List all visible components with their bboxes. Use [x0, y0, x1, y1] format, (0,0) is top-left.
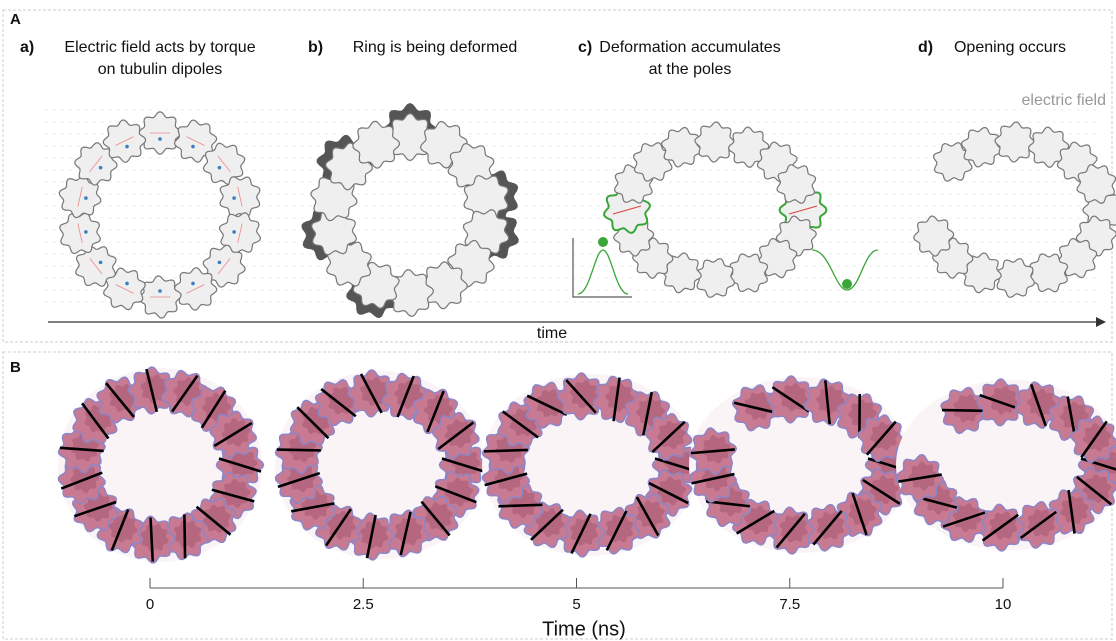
- tubulin: [353, 121, 400, 168]
- dipole-end: [191, 145, 195, 149]
- x-tick-label: 7.5: [779, 596, 800, 613]
- x-tick-label: 5: [572, 596, 580, 613]
- dipole-arrow: [184, 514, 185, 558]
- panel-title: Ring is being deformed: [353, 39, 518, 56]
- panel-letter: b): [308, 39, 323, 56]
- dipole-end: [99, 166, 103, 170]
- panel-title: Electric field acts by torque: [64, 39, 255, 56]
- dipole-end: [191, 282, 195, 286]
- panel-title: at the poles: [649, 61, 732, 78]
- panel-label: A: [10, 11, 21, 28]
- figure: A B electric field time Time (ns) a) Elec…: [0, 0, 1116, 641]
- dipole-end: [99, 261, 103, 265]
- dipole-arrow: [484, 450, 528, 451]
- dipole-end: [232, 230, 236, 234]
- dipole-end: [218, 166, 222, 170]
- dipole-end: [218, 261, 222, 265]
- axis-label: Time (ns): [542, 618, 626, 640]
- tubulin: [996, 259, 1035, 298]
- panel-title: on tubulin dipoles: [98, 61, 223, 78]
- tubulin: [695, 122, 735, 162]
- field-label: electric field: [1022, 92, 1106, 109]
- tubulin: [696, 259, 735, 298]
- dipole-end: [84, 196, 88, 200]
- panel-title: Opening occurs: [954, 39, 1066, 56]
- x-tick-label: 10: [995, 596, 1012, 613]
- dipole-end: [125, 282, 129, 286]
- dipole-end: [84, 230, 88, 234]
- panel-letter: d): [918, 39, 933, 56]
- panel-letter: a): [20, 39, 34, 56]
- time-label: time: [537, 325, 567, 342]
- particle: [842, 279, 852, 289]
- dipole-end: [158, 137, 162, 141]
- tubulin: [914, 216, 954, 256]
- panel-letter: c): [578, 39, 592, 56]
- tubulin: [995, 122, 1035, 162]
- barrier-curve: [578, 250, 628, 294]
- dipole-arrow: [942, 410, 986, 411]
- panel-label: B: [10, 359, 21, 376]
- x-tick-label: 0: [146, 596, 154, 613]
- particle: [598, 237, 608, 247]
- dipole-arrow: [498, 505, 542, 507]
- dipole-end: [158, 289, 162, 293]
- time-arrowhead: [1096, 317, 1106, 327]
- x-tick-label: 2.5: [353, 596, 374, 613]
- dipole-end: [125, 145, 129, 149]
- dipole-arrow: [277, 450, 321, 451]
- dipole-end: [232, 196, 236, 200]
- panel-title: Deformation accumulates: [599, 39, 780, 56]
- page: A B electric field time Time (ns) a) Elec…: [0, 0, 1116, 641]
